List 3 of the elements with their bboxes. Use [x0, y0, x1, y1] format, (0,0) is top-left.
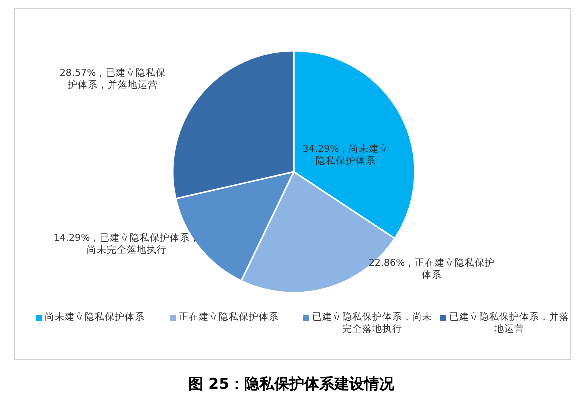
legend-label: 正在建立隐私保护体系 — [179, 312, 279, 324]
legend-label: 尚未建立隐私保护体系 — [45, 312, 145, 324]
text: 图 25：隐私保护体系建设情况 — [187, 375, 396, 394]
